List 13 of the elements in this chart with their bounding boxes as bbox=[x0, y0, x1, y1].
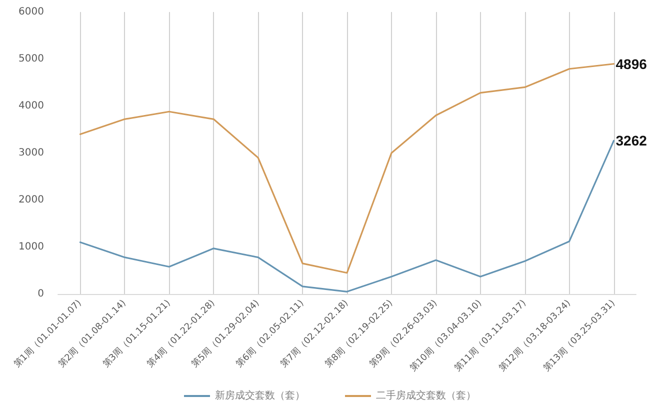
y-tick-label: 4000 bbox=[18, 100, 44, 112]
y-tick-label: 5000 bbox=[18, 54, 44, 64]
line-series bbox=[79, 63, 615, 274]
y-tick-label: 1000 bbox=[18, 242, 44, 252]
data-label: 3262 bbox=[616, 132, 648, 149]
line-series bbox=[79, 140, 615, 292]
y-tick-label: 2000 bbox=[18, 194, 44, 206]
y-tick-label: 0 bbox=[38, 288, 44, 300]
data-label: 4896 bbox=[616, 56, 648, 72]
y-tick-label: 6000 bbox=[18, 6, 44, 18]
legend-label: 二手房成交套数（套） bbox=[376, 390, 476, 402]
y-tick-label: 3000 bbox=[18, 148, 44, 158]
legend-label: 新房成交套数（套） bbox=[215, 390, 305, 402]
